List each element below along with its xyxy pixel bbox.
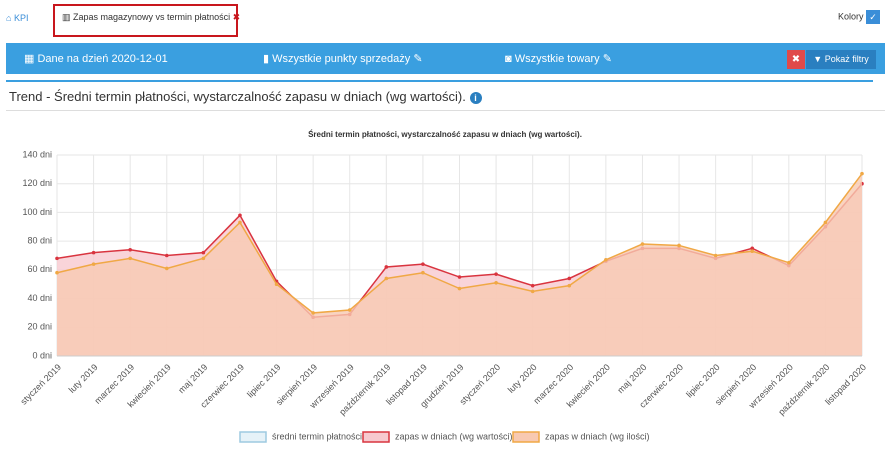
point bbox=[494, 272, 498, 276]
products-filter[interactable]: ◙ Wszystkie towary ✎ bbox=[505, 53, 612, 65]
x-tick-label: styczeń 2019 bbox=[19, 362, 64, 407]
point bbox=[201, 250, 206, 255]
point bbox=[530, 289, 535, 294]
point bbox=[713, 253, 718, 258]
show-filters-button[interactable]: ▼ Pokaż filtry bbox=[806, 50, 876, 69]
point bbox=[457, 286, 462, 291]
legend-label: zapas w dniach (wg ilości) bbox=[545, 431, 650, 441]
products-label: Wszystkie towary bbox=[514, 53, 600, 65]
point bbox=[91, 262, 96, 266]
point bbox=[384, 265, 389, 269]
area bbox=[57, 173, 862, 356]
x-tick-label: lipiec 2020 bbox=[684, 362, 721, 399]
active-tab-highlight bbox=[53, 4, 238, 37]
stores-label: Wszystkie punkty sprzedaży bbox=[272, 53, 411, 65]
point bbox=[91, 250, 96, 255]
colors-label: Kolory bbox=[838, 11, 864, 22]
y-tick-label: 20 dni bbox=[27, 322, 52, 332]
point bbox=[238, 220, 242, 225]
legend-label: średni termin płatności bbox=[272, 431, 362, 441]
stores-filter[interactable]: ▮ Wszystkie punkty sprzedaży ✎ bbox=[263, 53, 423, 65]
x-tick-label: luty 2019 bbox=[67, 362, 100, 395]
colors-toggle[interactable]: Kolory ✓ bbox=[838, 10, 881, 24]
y-tick-label: 80 dni bbox=[27, 236, 52, 246]
legend-swatch bbox=[362, 431, 390, 443]
active-tab-label: Zapas magazynowy vs termin płatności bbox=[73, 12, 231, 22]
y-tick-label: 100 dni bbox=[22, 207, 52, 217]
clear-filters-button[interactable]: ✖ bbox=[787, 50, 805, 69]
legend-swatch bbox=[239, 431, 267, 443]
point bbox=[823, 220, 828, 225]
point bbox=[201, 256, 206, 261]
y-tick-label: 0 dni bbox=[32, 350, 52, 360]
y-tick-label: 60 dni bbox=[27, 264, 52, 274]
point bbox=[604, 258, 608, 262]
point bbox=[750, 249, 755, 253]
chart-title: Średni termin płatności, wystarczalność … bbox=[308, 130, 582, 139]
point bbox=[238, 213, 242, 218]
point bbox=[311, 311, 315, 315]
y-tick-label: 120 dni bbox=[22, 178, 52, 188]
x-tick-label: maj 2020 bbox=[615, 362, 648, 395]
point bbox=[128, 256, 132, 261]
point bbox=[55, 270, 59, 275]
legend-swatch bbox=[512, 431, 540, 443]
section-title: Trend - Średni termin płatności, wystarc… bbox=[9, 89, 482, 104]
x-tick-label: maj 2019 bbox=[176, 362, 209, 395]
date-filter[interactable]: ▦ Dane na dzień 2020-12-01 bbox=[24, 53, 168, 65]
section-divider bbox=[6, 80, 873, 82]
date-label: Dane na dzień 2020-12-01 bbox=[37, 53, 168, 65]
point bbox=[347, 308, 352, 312]
active-tab[interactable]: ▥ Zapas magazynowy vs termin płatności ✖ bbox=[62, 12, 241, 22]
point bbox=[164, 266, 169, 271]
legend-label: zapas w dniach (wg wartości) bbox=[395, 431, 513, 441]
point bbox=[677, 243, 681, 248]
point bbox=[860, 171, 864, 176]
show-filters-label: Pokaż filtry bbox=[824, 54, 869, 64]
point bbox=[567, 283, 572, 288]
point bbox=[567, 276, 572, 281]
point bbox=[494, 280, 498, 285]
point bbox=[530, 283, 535, 288]
point bbox=[421, 262, 425, 266]
point bbox=[164, 253, 169, 258]
chart: Średni termin płatności, wystarczalność … bbox=[19, 130, 868, 443]
section-rule bbox=[6, 110, 885, 111]
point bbox=[421, 270, 425, 275]
x-tick-label: luty 2020 bbox=[506, 362, 539, 395]
kpi-tab-label: KPI bbox=[13, 13, 29, 23]
point bbox=[457, 275, 462, 279]
section-title-text: Trend - Średni termin płatności, wystarc… bbox=[9, 89, 466, 104]
point bbox=[128, 247, 132, 252]
filter-bar bbox=[6, 43, 885, 74]
point bbox=[274, 282, 279, 287]
point bbox=[750, 246, 755, 251]
y-tick-label: 40 dni bbox=[27, 293, 52, 303]
y-tick-label: 140 dni bbox=[22, 149, 52, 159]
point bbox=[640, 242, 645, 246]
point bbox=[55, 256, 59, 261]
kpi-tab[interactable]: ⌂ KPI bbox=[6, 13, 29, 23]
x-tick-label: lipiec 2019 bbox=[245, 362, 282, 399]
point bbox=[384, 276, 389, 281]
point bbox=[787, 260, 791, 265]
